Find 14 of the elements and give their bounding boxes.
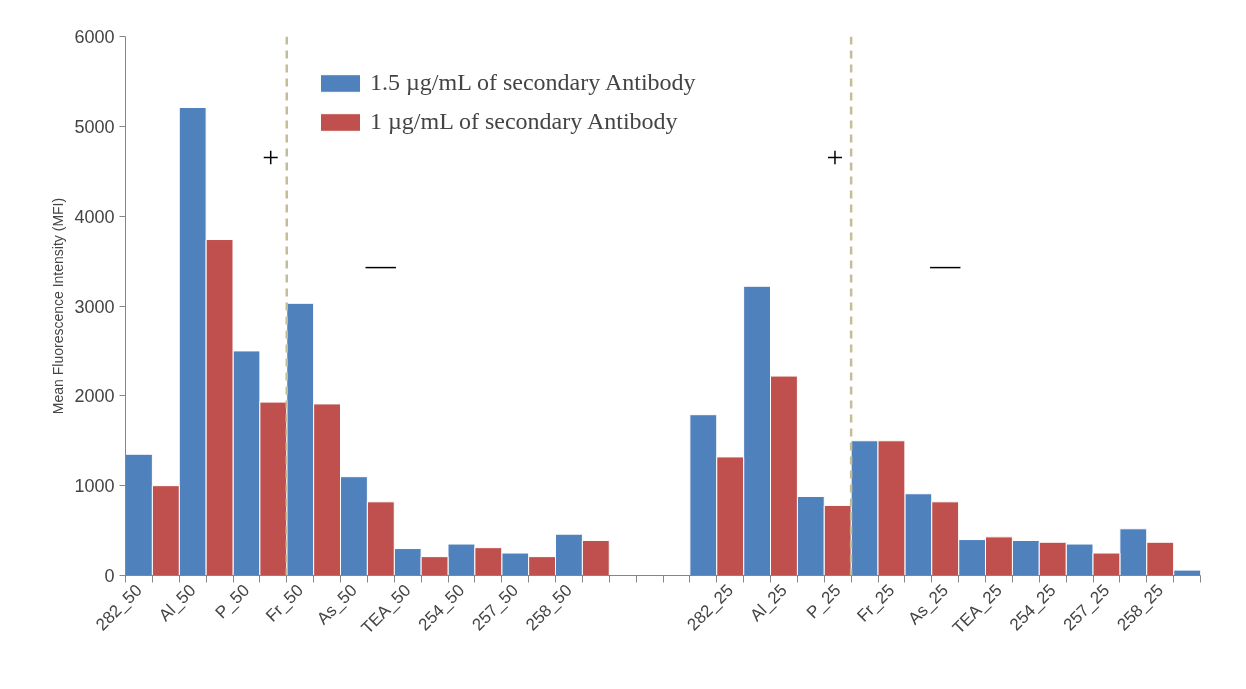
annotation: +: [262, 140, 280, 174]
y-tick-label: 3000: [74, 296, 115, 317]
y-tick-label: 4000: [74, 206, 115, 227]
y-tick-label: 1000: [74, 476, 115, 497]
legend-label: 1.5 µg/mL of secondary Antibody: [370, 69, 696, 96]
y-axis-title: Mean Fluorescence Intensity (MFI): [50, 197, 67, 415]
legend-label: 1 µg/mL of secondary Antibody: [370, 108, 678, 135]
y-tick-label: 2000: [74, 386, 115, 407]
y-tick-label: 6000: [74, 27, 115, 47]
y-tick-label: 5000: [74, 116, 115, 137]
annotation: —: [929, 248, 962, 281]
annotation: +: [826, 140, 844, 174]
annotation: —: [364, 248, 397, 281]
y-tick-label: 0: [104, 566, 115, 586]
